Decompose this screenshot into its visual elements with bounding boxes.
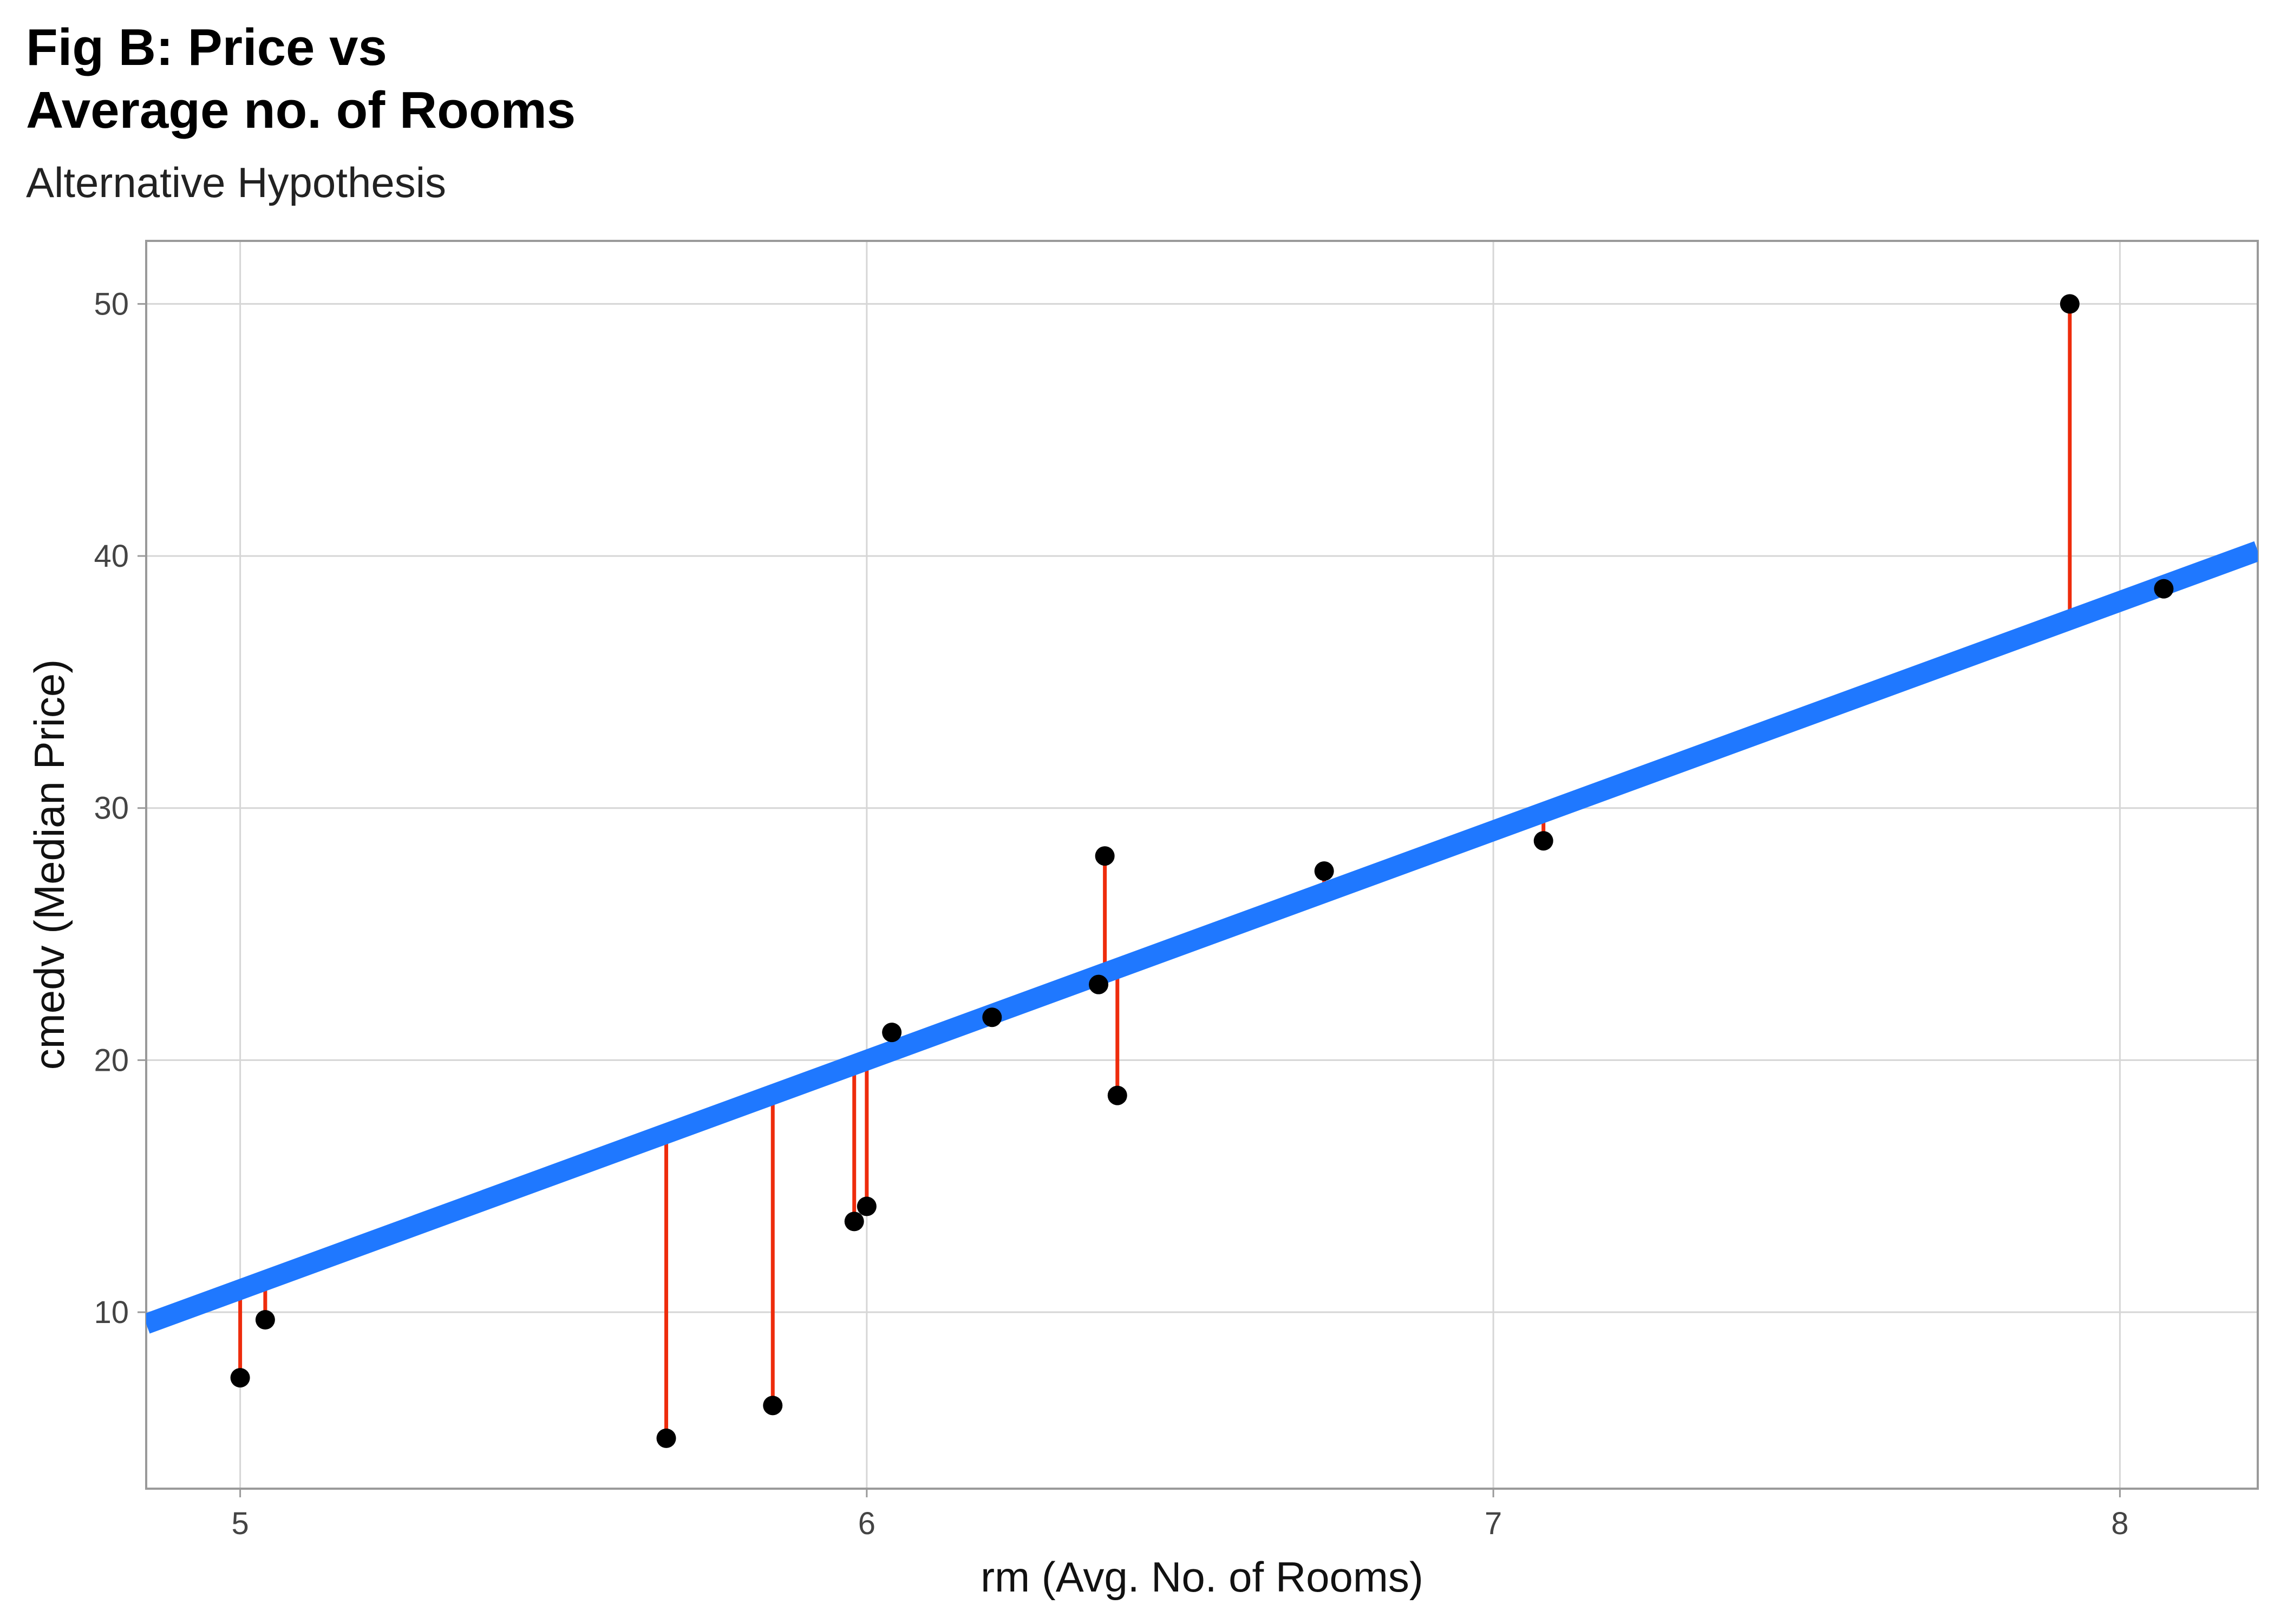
chart-subtitle: Alternative Hypothesis (26, 159, 447, 206)
data-point (1089, 974, 1109, 994)
y-axis-title: cmedv (Median Price) (25, 659, 73, 1070)
x-tick-label: 6 (858, 1506, 875, 1541)
data-point (2060, 294, 2080, 314)
data-point (2154, 579, 2174, 599)
data-point (857, 1196, 877, 1216)
y-tick-label: 40 (94, 539, 129, 574)
regression-line (146, 541, 2258, 1334)
data-point (1314, 861, 1334, 881)
x-tick-label: 8 (2111, 1506, 2128, 1541)
data-points (230, 294, 2174, 1448)
x-axis-ticks: 5 6 7 8 (231, 1489, 2129, 1541)
y-tick-label: 20 (94, 1043, 129, 1078)
residual-lines (238, 304, 2166, 1438)
chart-title: Fig B: Price vs Average no. of Rooms (26, 18, 576, 139)
data-point (230, 1368, 250, 1388)
x-tick-label: 7 (1485, 1506, 1502, 1541)
data-point (882, 1023, 902, 1043)
grid-lines (146, 241, 2258, 1489)
data-point (844, 1212, 864, 1232)
data-point (763, 1396, 783, 1416)
y-tick-label: 30 (94, 791, 129, 826)
panel-border (145, 240, 2259, 1490)
y-tick-label: 10 (94, 1295, 129, 1330)
y-axis-ticks: 10 20 30 40 50 (94, 286, 146, 1330)
data-point (1107, 1085, 1127, 1105)
data-point (982, 1007, 1002, 1027)
data-point (1533, 831, 1553, 851)
data-point (1095, 846, 1115, 866)
data-point (255, 1310, 275, 1330)
x-tick-label: 5 (231, 1506, 249, 1541)
data-point (656, 1428, 676, 1448)
x-axis-title: rm (Avg. No. of Rooms) (981, 1553, 1423, 1601)
y-tick-label: 50 (94, 286, 129, 322)
